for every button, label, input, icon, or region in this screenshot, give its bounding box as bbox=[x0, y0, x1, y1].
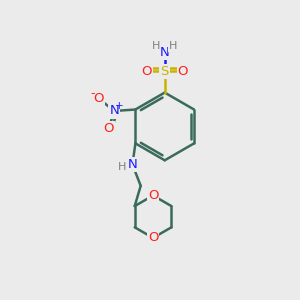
Text: H: H bbox=[118, 162, 126, 172]
Text: N: N bbox=[160, 46, 169, 59]
Text: S: S bbox=[160, 65, 169, 78]
Text: O: O bbox=[94, 92, 104, 105]
Text: O: O bbox=[178, 65, 188, 78]
Text: O: O bbox=[103, 122, 114, 135]
Text: O: O bbox=[148, 231, 158, 244]
Text: O: O bbox=[148, 189, 158, 202]
Text: O: O bbox=[141, 65, 152, 78]
Text: N: N bbox=[109, 104, 119, 118]
Text: H: H bbox=[152, 41, 160, 51]
Text: N: N bbox=[128, 158, 137, 171]
Text: H: H bbox=[169, 41, 178, 51]
Text: -: - bbox=[90, 87, 95, 100]
Text: +: + bbox=[115, 101, 124, 111]
